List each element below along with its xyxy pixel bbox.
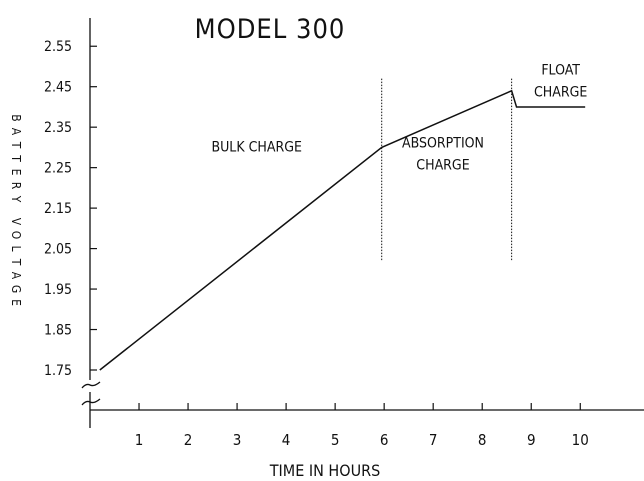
annotations: BULK CHARGE ABSORPTION CHARGE FLOAT CHARGE [211,63,587,174]
y-axis-title-char: T [9,258,23,266]
y-axis-title-char: R [9,182,23,190]
y-tick-label: 1.75 [44,363,72,379]
x-tick-label: 9 [527,431,536,449]
x-tick-label: 3 [233,431,242,449]
x-axis-title: TIME IN HOURS [269,461,381,480]
region-label-line: ABSORPTION [402,135,484,151]
y-axis-title-char: Y [9,195,23,203]
region-label-line: FLOAT [541,63,580,79]
x-tick-label: 2 [184,431,193,449]
voltage-curve [99,89,586,371]
y-tick-label: 2.05 [44,242,72,258]
y-axis-title-char: B [9,114,23,121]
y-axis-title-char: O [9,231,23,240]
y-tick-label: 2.25 [44,161,72,177]
region-label: ABSORPTION CHARGE [402,135,484,173]
y-axis-title-char: A [9,128,23,136]
y-axis-title-char: V [9,218,23,226]
y-axis-title-char: G [9,285,23,293]
y-tick-label: 1.85 [44,323,72,339]
x-tick-label: 6 [380,431,389,449]
region-label-line: BULK CHARGE [211,139,302,155]
y-tick-label: 2.45 [44,80,72,96]
x-tick-label: 7 [429,431,438,449]
region-label-line: CHARGE [534,85,587,101]
x-ticks: 1 2 3 4 5 6 7 8 9 10 [135,403,589,449]
y-axis-title-char: T [9,141,23,149]
y-axis-title-char: E [9,169,23,176]
axis-break-lower-mark [81,398,101,406]
phase-boundaries [381,78,513,261]
y-axis-title-char: T [9,154,23,162]
axis-break-upper-mark [81,381,101,389]
y-tick-label: 1.95 [44,282,72,298]
x-tick-label: 5 [331,431,340,449]
x-tick-label: 8 [478,431,487,449]
y-axis-title-char: A [9,272,23,280]
y-ticks: 1.75 1.85 1.95 2.05 2.15 2.25 2.35 2.45 2.55 [44,39,97,379]
series-layer [99,89,586,371]
x-tick-label: 4 [282,431,291,449]
y-tick-label: 2.55 [44,39,72,55]
region-label: FLOAT CHARGE [534,63,587,101]
chart-title: MODEL 300 [195,14,346,45]
y-tick-label: 2.35 [44,120,72,136]
y-axis-title-char: L [9,245,23,251]
y-tick-label: 2.15 [44,201,72,217]
y-axis-title-char: E [9,299,23,306]
region-label-line: CHARGE [416,157,469,173]
region-label: BULK CHARGE [211,139,302,155]
x-tick-label: 10 [572,431,589,449]
x-tick-label: 1 [135,431,144,449]
